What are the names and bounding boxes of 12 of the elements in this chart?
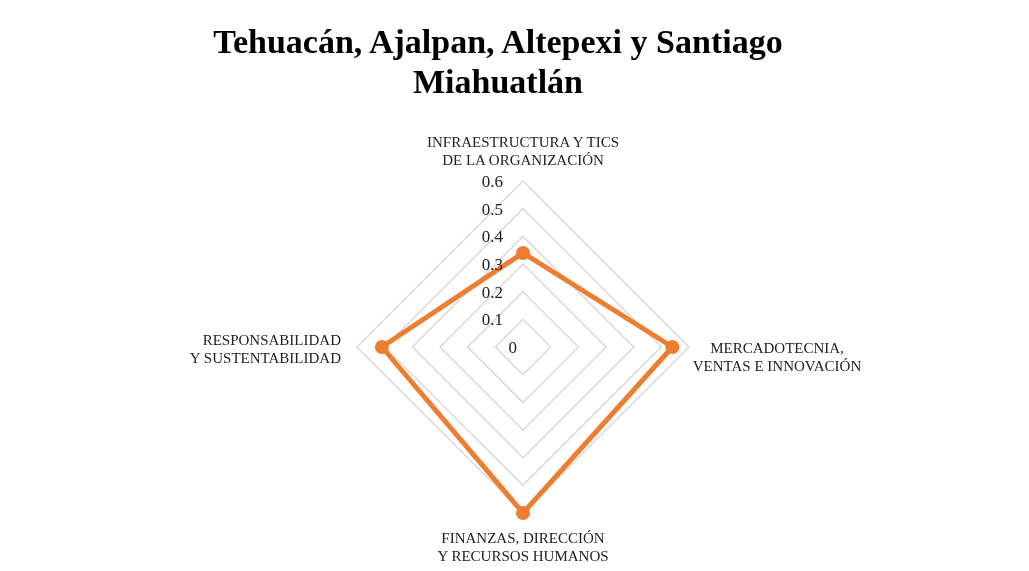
spoke-label: INFRAESTRUCTURA Y TICS DE LA ORGANIZACIÓN (427, 134, 619, 168)
y-tick-label: 0.6 (481, 172, 503, 191)
y-tick-label: 0 (508, 338, 517, 357)
spoke-label: MERCADOTECNIA, VENTAS E INNOVACIÓN (692, 340, 862, 374)
y-tick-label: 0.2 (481, 282, 503, 302)
y-tick-label: 0.5 (481, 199, 503, 219)
y-tick-label: 0.3 (481, 255, 503, 274)
chart-title: Tehuacán, Ajalpan, Altepexi y Santiago Miahuatlán (212, 22, 784, 102)
y-tick-label: 0.4 (481, 227, 504, 247)
y-tick-label: 0.1 (481, 310, 503, 330)
spoke-label: RESPONSABILIDAD Y SUSTENTABILIDAD (189, 332, 342, 366)
spoke-label: FINANZAS, DIRECCIÓN Y RECURSOS HUMANOS (437, 530, 609, 564)
